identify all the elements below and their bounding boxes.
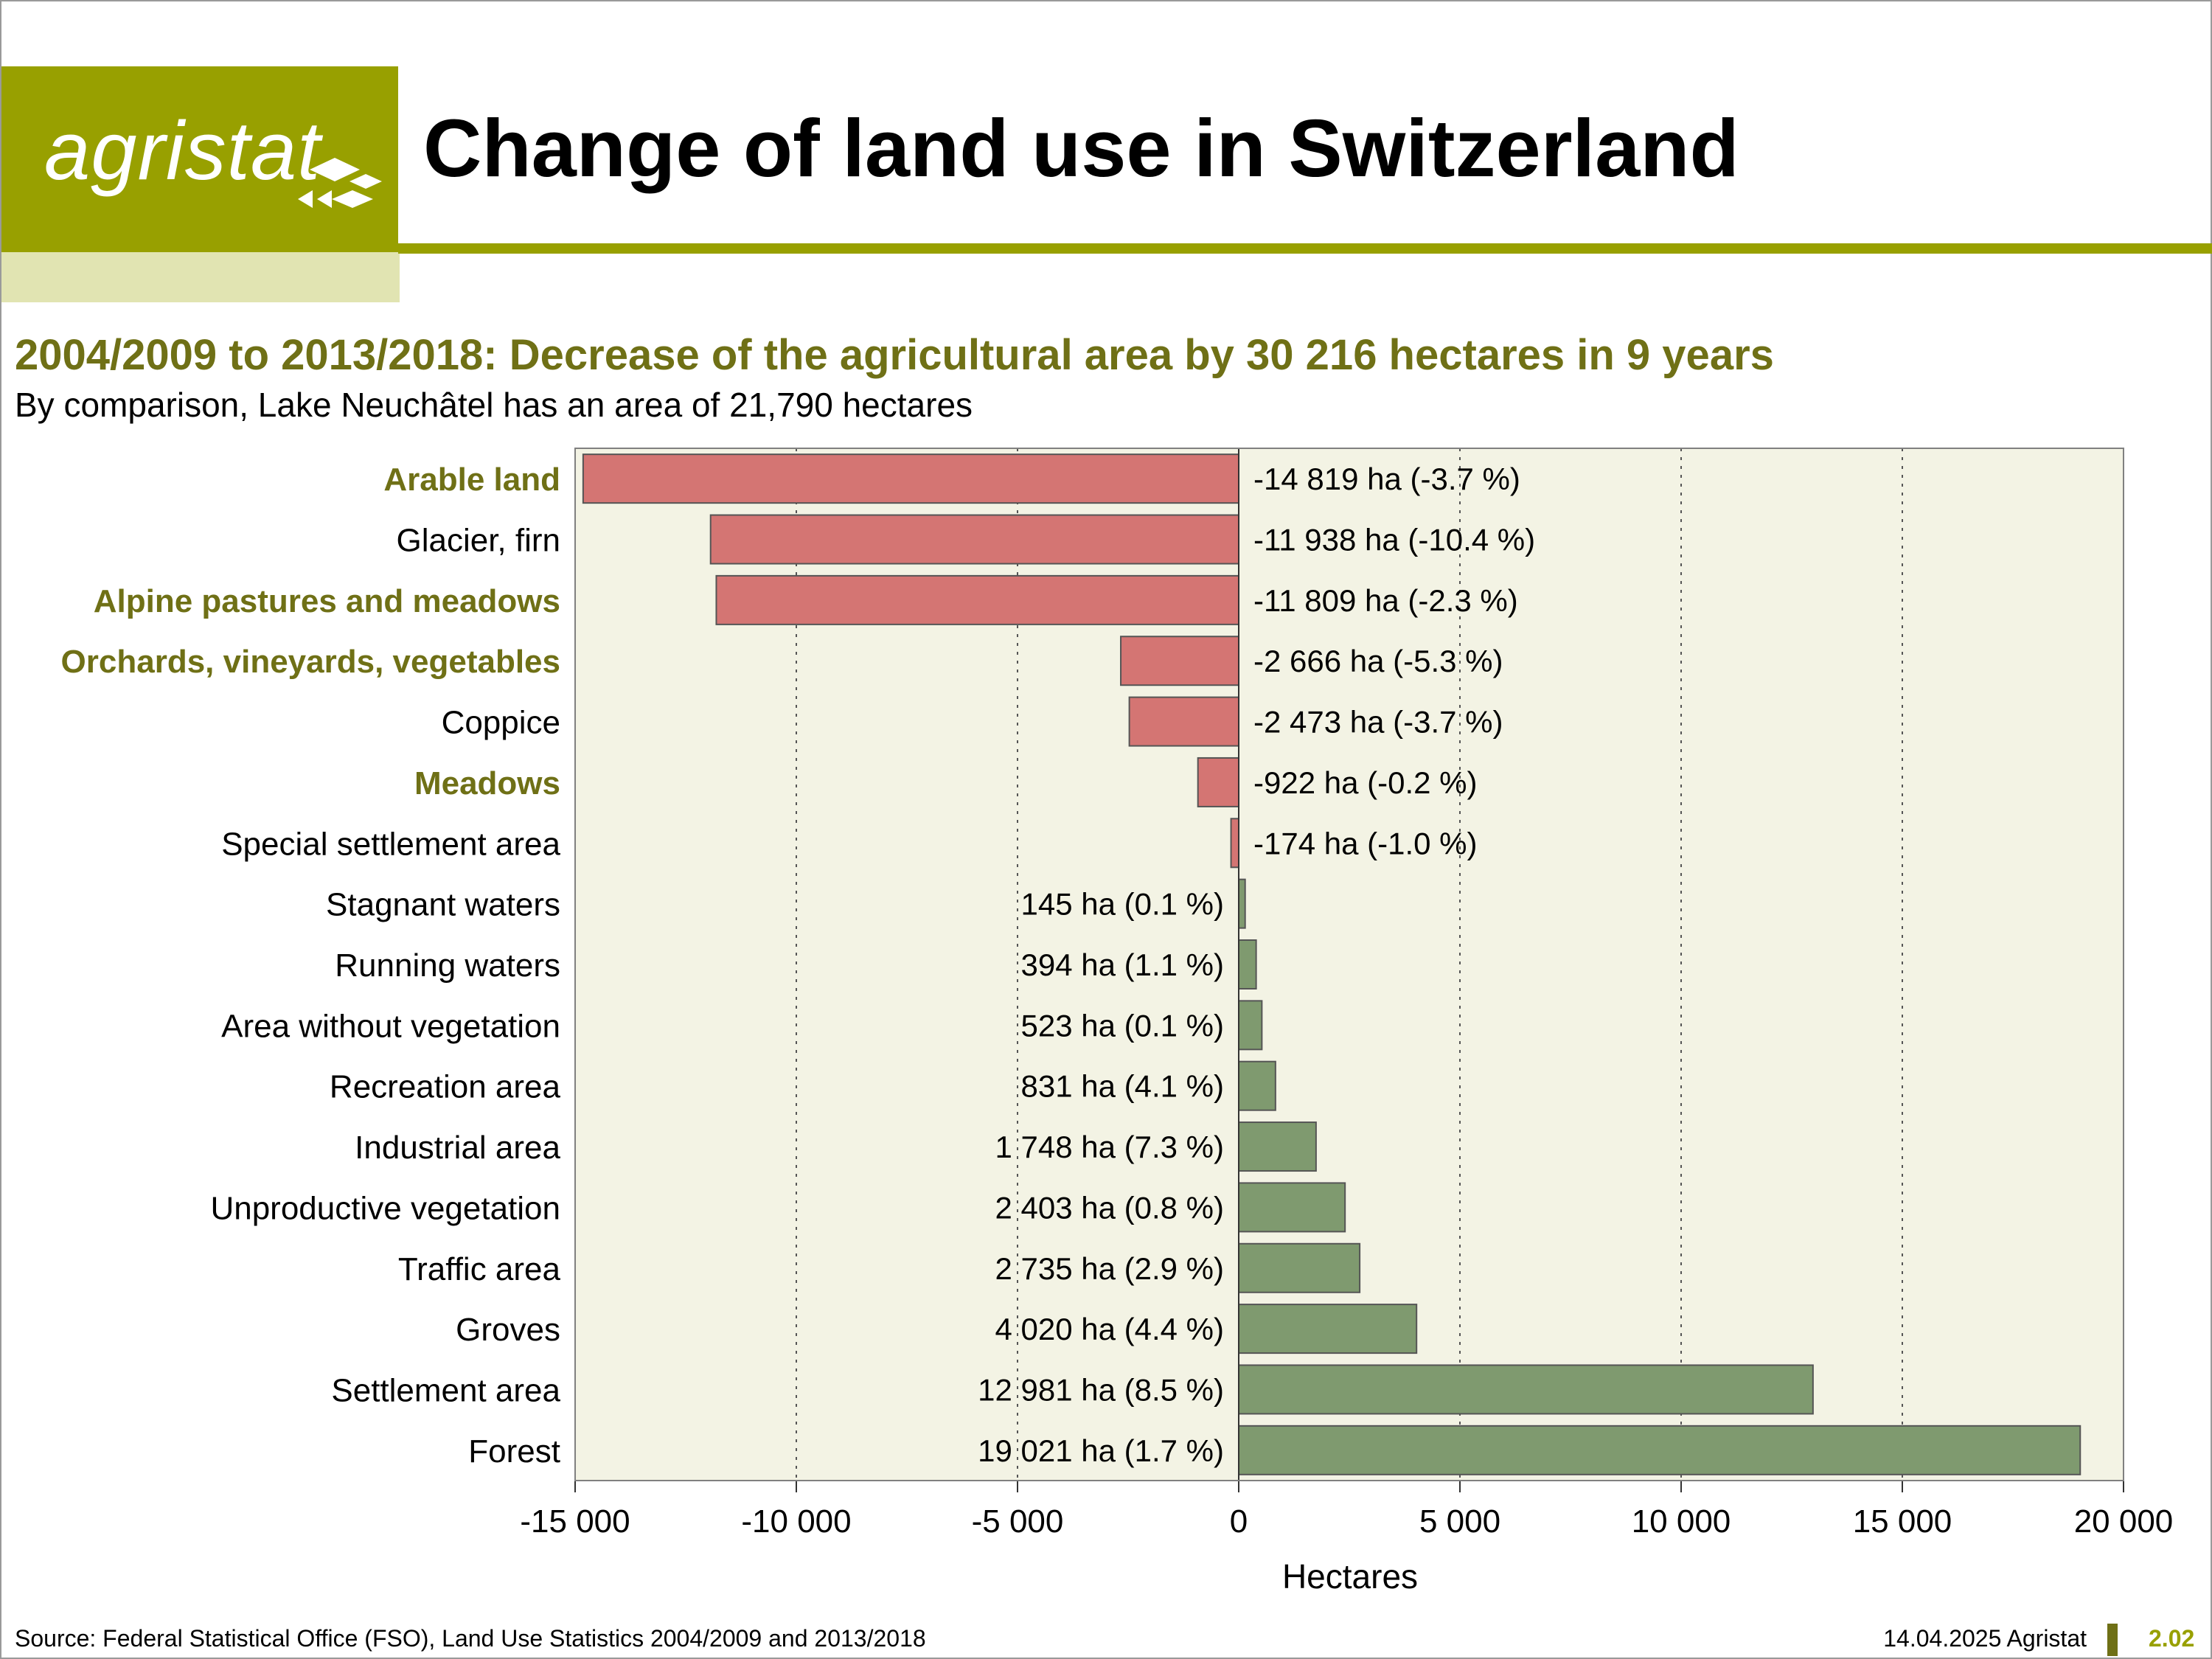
category-label: Glacier, firn — [396, 523, 560, 559]
bar — [715, 574, 1239, 625]
footer-date: 14.04.2025 Agristat — [1883, 1625, 2087, 1652]
data-label: 12 981 ha (8.5 %) — [978, 1372, 1224, 1407]
bar-chart: -15 000 -10 000 -5 000 0 5 000 10 000 15 000 20… — [61, 448, 2174, 1596]
bar — [1238, 1182, 1346, 1233]
category-label: Alpine pastures and meadows — [94, 583, 560, 619]
bar — [1197, 757, 1240, 807]
plot-border — [574, 448, 2124, 1481]
category-label: Traffic area — [398, 1251, 561, 1287]
bar — [1238, 1060, 1276, 1111]
x-tick-label: 10 000 — [1632, 1503, 1731, 1540]
category-label: Arable land — [383, 462, 560, 498]
bar — [1238, 878, 1246, 929]
category-label: Area without vegetation — [221, 1008, 560, 1044]
x-tick-label: -10 000 — [741, 1503, 851, 1540]
chart-subtitle: By comparison, Lake Neuchâtel has an are… — [15, 386, 973, 424]
bar — [1120, 636, 1240, 686]
category-label: Special settlement area — [221, 826, 560, 862]
x-axis-label: Hectares — [1282, 1557, 1418, 1596]
category-label: Meadows — [414, 765, 560, 801]
data-label: -11 809 ha (-2.3 %) — [1253, 583, 1518, 618]
logo-text: agristat — [44, 105, 321, 197]
bar — [1238, 1242, 1361, 1293]
data-label: -2 473 ha (-3.7 %) — [1253, 705, 1503, 740]
logo-underlay — [1, 252, 400, 302]
data-label: -174 ha (-1.0 %) — [1253, 826, 1477, 860]
data-label: -14 819 ha (-3.7 %) — [1253, 462, 1520, 496]
page-title: Change of land use in Switzerland — [423, 103, 1739, 194]
bar — [1238, 1425, 2081, 1475]
title-rule — [398, 243, 2212, 254]
category-label: Groves — [456, 1312, 560, 1348]
data-label: -2 666 ha (-5.3 %) — [1253, 644, 1503, 678]
category-label: Unproductive vegetation — [210, 1190, 560, 1226]
bar — [1238, 1000, 1263, 1051]
category-label: Forest — [468, 1433, 560, 1470]
data-label: -11 938 ha (-10.4 %) — [1253, 523, 1535, 557]
logo-diamonds-icon — [298, 158, 382, 208]
x-tick-label: 0 — [1230, 1503, 1248, 1540]
bar — [1238, 1364, 1814, 1415]
data-label: 145 ha (0.1 %) — [1020, 887, 1224, 922]
chart-title: 2004/2009 to 2013/2018: Decrease of the … — [15, 331, 1774, 379]
data-label: 2 735 ha (2.9 %) — [995, 1251, 1224, 1286]
category-label: Recreation area — [330, 1069, 561, 1105]
category-label: Stagnant waters — [326, 887, 560, 923]
x-tick-label: -15 000 — [520, 1503, 630, 1540]
data-label: 19 021 ha (1.7 %) — [978, 1433, 1224, 1468]
data-label: 2 403 ha (0.8 %) — [995, 1190, 1224, 1225]
x-tick-label: 20 000 — [2074, 1503, 2174, 1540]
page-number: 2.02 — [2149, 1625, 2195, 1652]
data-label: 831 ha (4.1 %) — [1020, 1069, 1224, 1104]
x-tick-label: -5 000 — [972, 1503, 1064, 1540]
bar — [1238, 1121, 1317, 1172]
bar — [582, 453, 1239, 504]
category-label: Coppice — [442, 705, 560, 741]
bar — [709, 514, 1239, 565]
data-label: 4 020 ha (4.4 %) — [995, 1312, 1224, 1346]
x-tick-label: 5 000 — [1419, 1503, 1500, 1540]
bar — [1230, 818, 1240, 869]
data-label: 1 748 ha (7.3 %) — [995, 1130, 1224, 1164]
bar — [1238, 1304, 1418, 1354]
source-note: Source: Federal Statistical Office (FSO)… — [15, 1625, 926, 1652]
footer-divider — [2107, 1624, 2118, 1656]
category-label: Industrial area — [355, 1130, 560, 1166]
category-label: Settlement area — [331, 1372, 560, 1408]
data-label: 523 ha (0.1 %) — [1020, 1008, 1224, 1043]
data-label: 394 ha (1.1 %) — [1020, 947, 1224, 982]
category-label: Orchards, vineyards, vegetables — [61, 644, 560, 680]
bar — [1238, 939, 1257, 990]
data-label: -922 ha (-0.2 %) — [1253, 765, 1477, 800]
x-tick-label: 15 000 — [1853, 1503, 1952, 1540]
category-label: Running waters — [335, 947, 560, 984]
bar — [1128, 696, 1239, 747]
